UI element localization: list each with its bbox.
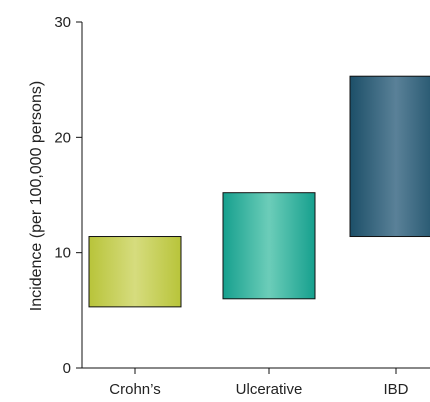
bar-crohns [88,236,182,308]
bar-ulcerative [222,192,316,300]
x-tick-label: IBD [383,381,408,398]
y-tick-label: 0 [63,360,71,377]
y-tick-label: 30 [54,14,71,31]
x-tick-label: Crohn’s [109,381,160,398]
y-tick-label: 20 [54,129,71,146]
y-axis-title: Incidence (per 100,000 persons) [28,81,45,311]
y-tick-label: 10 [54,245,71,262]
bar-ibd [349,75,430,238]
bars-layer [88,75,430,308]
axes-layer [81,22,430,369]
y-ticks: 0 10 20 30 [54,14,82,377]
x-ticks: Crohn’s Ulcerative IBD [109,368,409,398]
x-tick-label: Ulcerative [236,381,303,398]
